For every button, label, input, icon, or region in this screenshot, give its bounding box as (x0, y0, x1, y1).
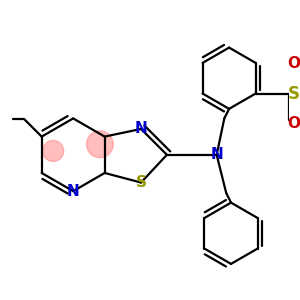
Text: N: N (135, 122, 147, 136)
Text: O: O (287, 116, 300, 131)
Circle shape (86, 131, 113, 158)
Text: O: O (287, 56, 300, 71)
Text: N: N (210, 147, 223, 162)
Text: N: N (67, 184, 80, 199)
Circle shape (43, 140, 64, 161)
Text: S: S (136, 175, 146, 190)
Text: S: S (288, 85, 300, 103)
